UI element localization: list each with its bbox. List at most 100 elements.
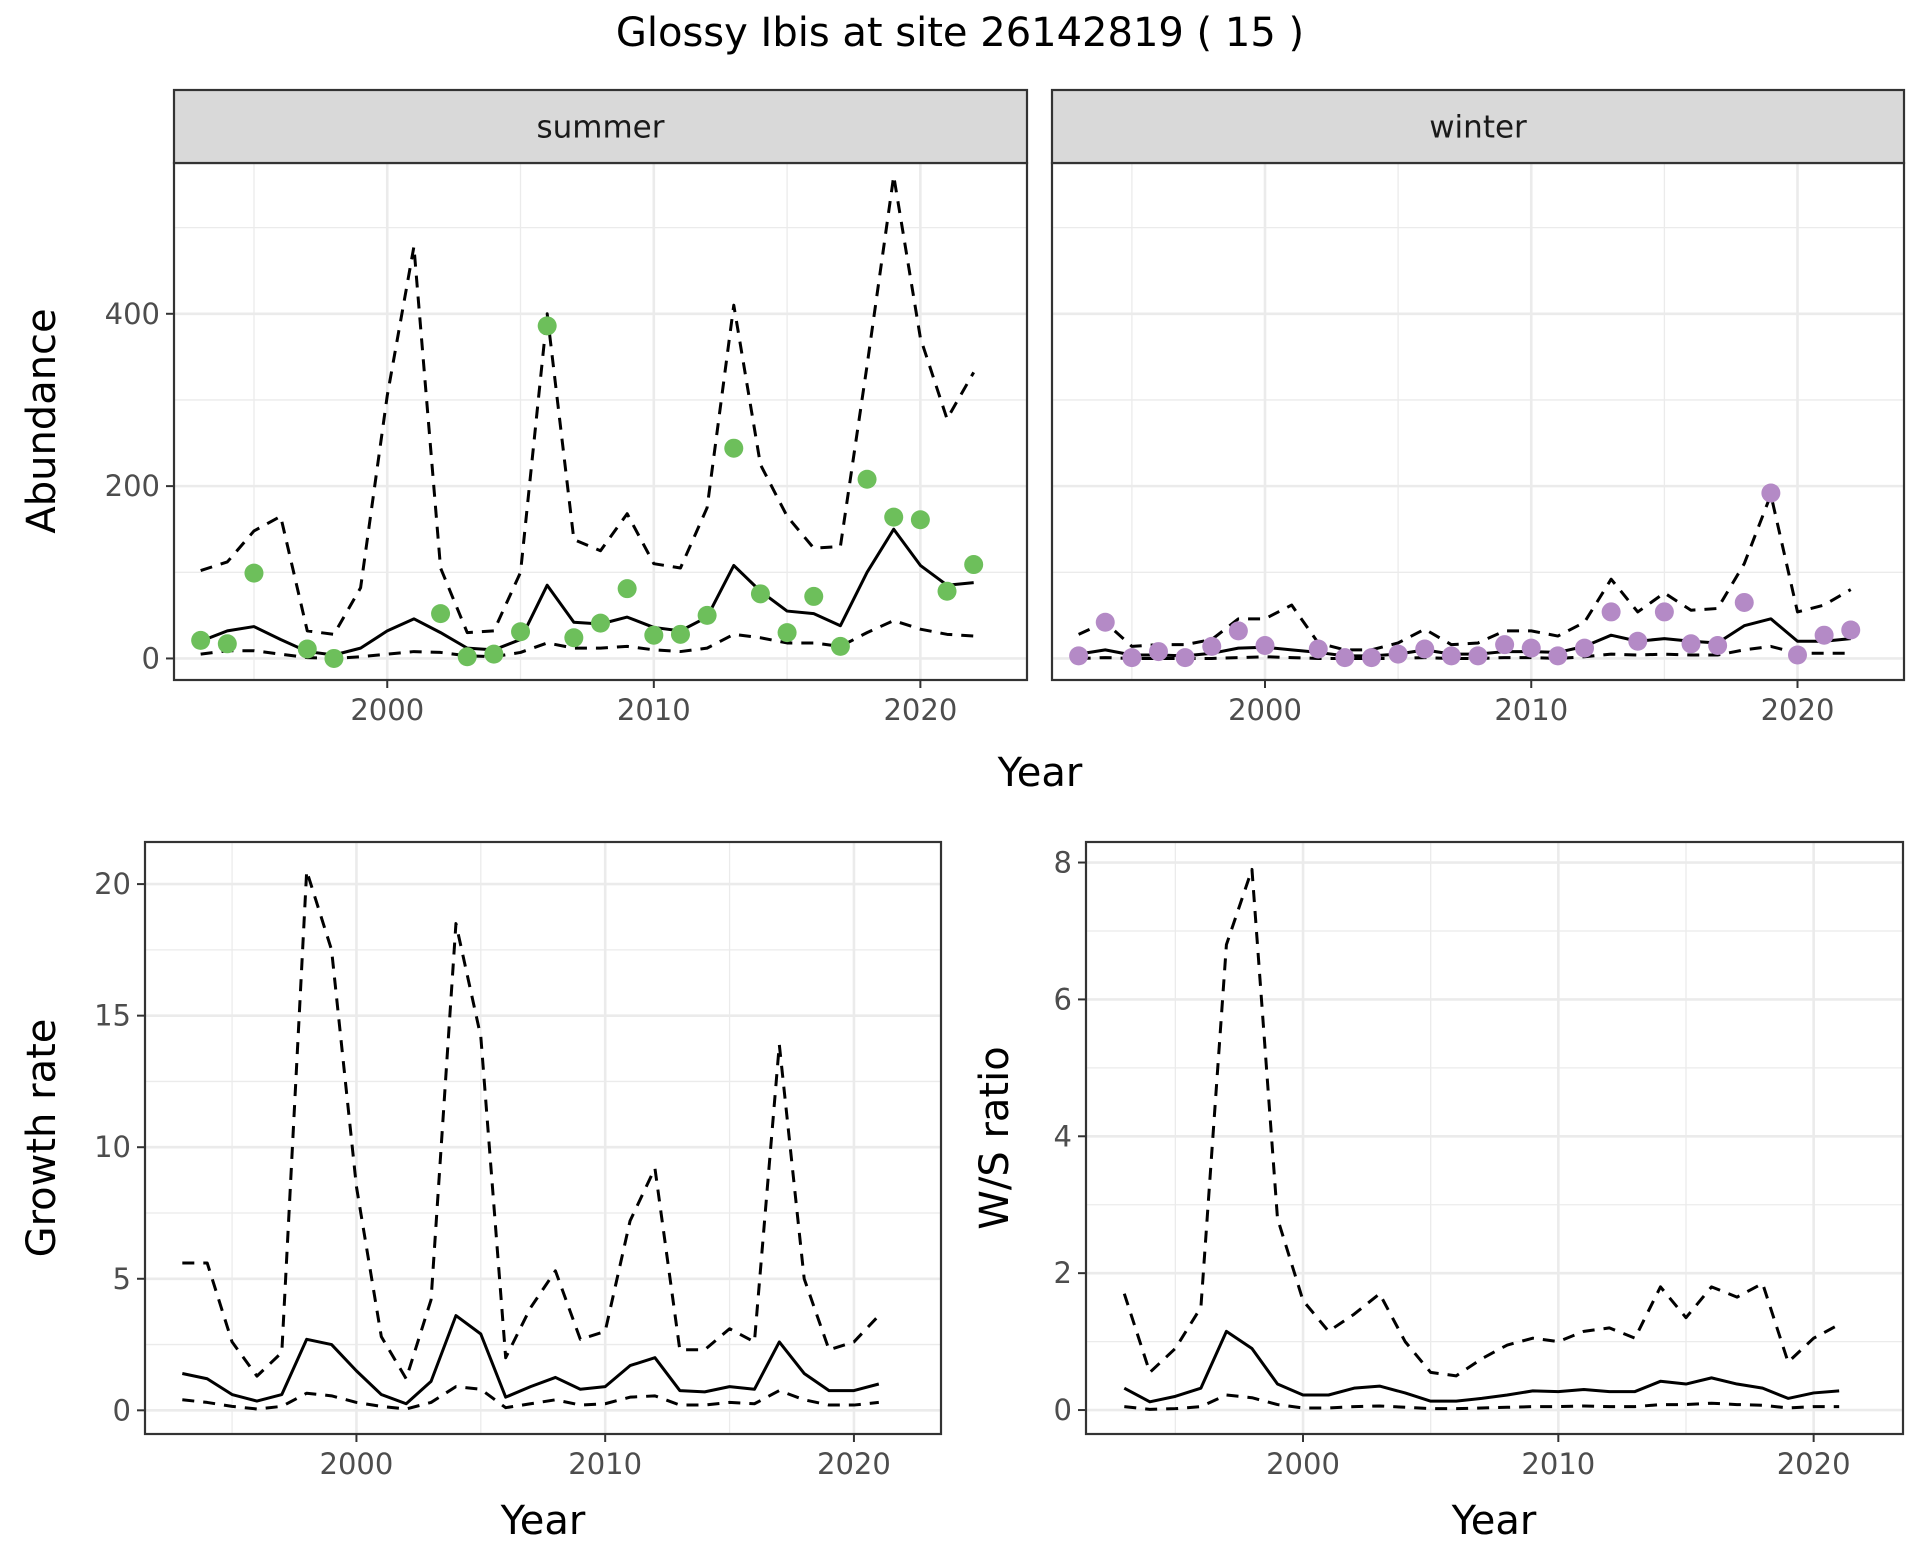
data-point [617, 579, 637, 599]
data-point [1175, 648, 1195, 668]
x-tick-label: 2010 [1521, 1447, 1595, 1481]
data-point [1468, 646, 1488, 666]
chart-title: Glossy Ibis at site 26142819 ( 15 ) [616, 10, 1304, 56]
data-point [937, 581, 957, 601]
facet-label: summer [536, 110, 664, 146]
y-tick-label: 400 [105, 297, 160, 331]
data-point [537, 316, 557, 336]
y-tick-label: 0 [113, 1393, 131, 1427]
data-point [1575, 638, 1594, 658]
facet-strip [1050, 88, 1906, 165]
y-tick-label: 4 [1054, 1119, 1072, 1153]
x-tick-label: 2020 [1777, 1447, 1851, 1481]
data-point [1788, 645, 1807, 665]
data-point [1095, 612, 1115, 632]
data-point [1202, 636, 1222, 656]
x-tick-label: 2000 [320, 1447, 394, 1481]
y-tick-label: 0 [1054, 1393, 1072, 1427]
panel-growth: 2000 2010 2020 0 5 10 15 20 Year Growth rate [19, 840, 943, 1544]
y-tick-label: 8 [1054, 846, 1072, 880]
facet-strip [172, 88, 1029, 165]
panel-ws_ratio: 2000 2010 2020 0 2 4 6 8 Year W/S ratio [972, 840, 1905, 1544]
y-tick-label: 10 [94, 1130, 131, 1164]
x-axis-title: Year [1451, 1498, 1537, 1544]
y-axis-title: W/S ratio [972, 1046, 1018, 1229]
data-point [564, 628, 584, 648]
series-line-0-dashed [1078, 493, 1852, 652]
data-point [1228, 621, 1248, 641]
panel-border [1084, 840, 1905, 1436]
series-line-2-dashed [1124, 1393, 1840, 1411]
data-point [644, 625, 664, 645]
data-point [857, 469, 877, 489]
data-point [324, 648, 344, 668]
data-point [431, 604, 451, 624]
data-point [1415, 639, 1435, 659]
panel-summer: summer 2000 2010 2020 0 200 400 [105, 88, 1029, 727]
data-point [484, 644, 504, 664]
x-tick-label: 2000 [1266, 1447, 1340, 1481]
x-axis-title: Year [997, 750, 1083, 796]
x-tick-label: 2010 [568, 1447, 642, 1481]
y-tick-label: 20 [94, 867, 131, 901]
x-tick-label: 2020 [817, 1447, 891, 1481]
data-point [670, 624, 690, 644]
data-point [1681, 634, 1701, 654]
data-point [777, 623, 797, 643]
data-point [1495, 635, 1515, 655]
data-point [217, 634, 237, 654]
panel-border [143, 840, 943, 1436]
y-tick-label: 200 [105, 469, 160, 503]
data-point [964, 555, 984, 575]
data-point [1708, 636, 1728, 656]
series-line-1-solid [182, 1314, 880, 1406]
data-point [750, 584, 770, 604]
x-tick-label: 2010 [617, 693, 691, 727]
x-tick-label: 2000 [1228, 693, 1302, 727]
data-point [591, 613, 610, 633]
data-point [1761, 483, 1781, 503]
y-tick-label: 15 [94, 999, 131, 1033]
y-tick-label: 5 [113, 1262, 131, 1296]
facet-label: winter [1429, 110, 1527, 146]
data-point [1841, 620, 1861, 640]
series-line-2-dashed [1078, 644, 1851, 660]
data-point [1335, 648, 1355, 668]
data-point [1628, 631, 1648, 651]
x-tick-label: 2010 [1494, 693, 1568, 727]
data-point [1308, 639, 1328, 659]
data-point [297, 639, 317, 659]
y-axis-title: Growth rate [19, 1019, 65, 1258]
x-tick-label: 2020 [883, 693, 957, 727]
data-point [697, 605, 717, 625]
x-tick-label: 2020 [1761, 693, 1835, 727]
data-point [244, 563, 264, 583]
y-tick-label: 2 [1054, 1256, 1072, 1290]
series-line-0-dashed [200, 174, 975, 636]
data-point [1069, 646, 1089, 666]
data-point [1441, 646, 1461, 666]
y-tick-label: 0 [142, 641, 160, 675]
data-point [1654, 602, 1674, 622]
panel-background [1086, 842, 1903, 1434]
data-point [1734, 592, 1754, 612]
series-line-1-solid [1123, 1329, 1840, 1404]
data-point [1122, 648, 1142, 668]
data-point [724, 438, 744, 458]
x-tick-label: 2000 [350, 693, 424, 727]
data-point [1814, 625, 1834, 645]
panel-background [1052, 163, 1904, 680]
data-point [1149, 642, 1168, 662]
data-point [804, 586, 824, 606]
data-point [830, 636, 850, 656]
y-tick-label: 6 [1054, 982, 1072, 1016]
panel-background [145, 842, 941, 1434]
y-axis-title: Abundance [19, 308, 65, 533]
series-line-0-dashed [1122, 867, 1840, 1378]
x-axis-title: Year [500, 1498, 586, 1544]
series-line-2-dashed [182, 1385, 879, 1411]
data-point [1255, 636, 1275, 656]
data-point [191, 630, 211, 650]
